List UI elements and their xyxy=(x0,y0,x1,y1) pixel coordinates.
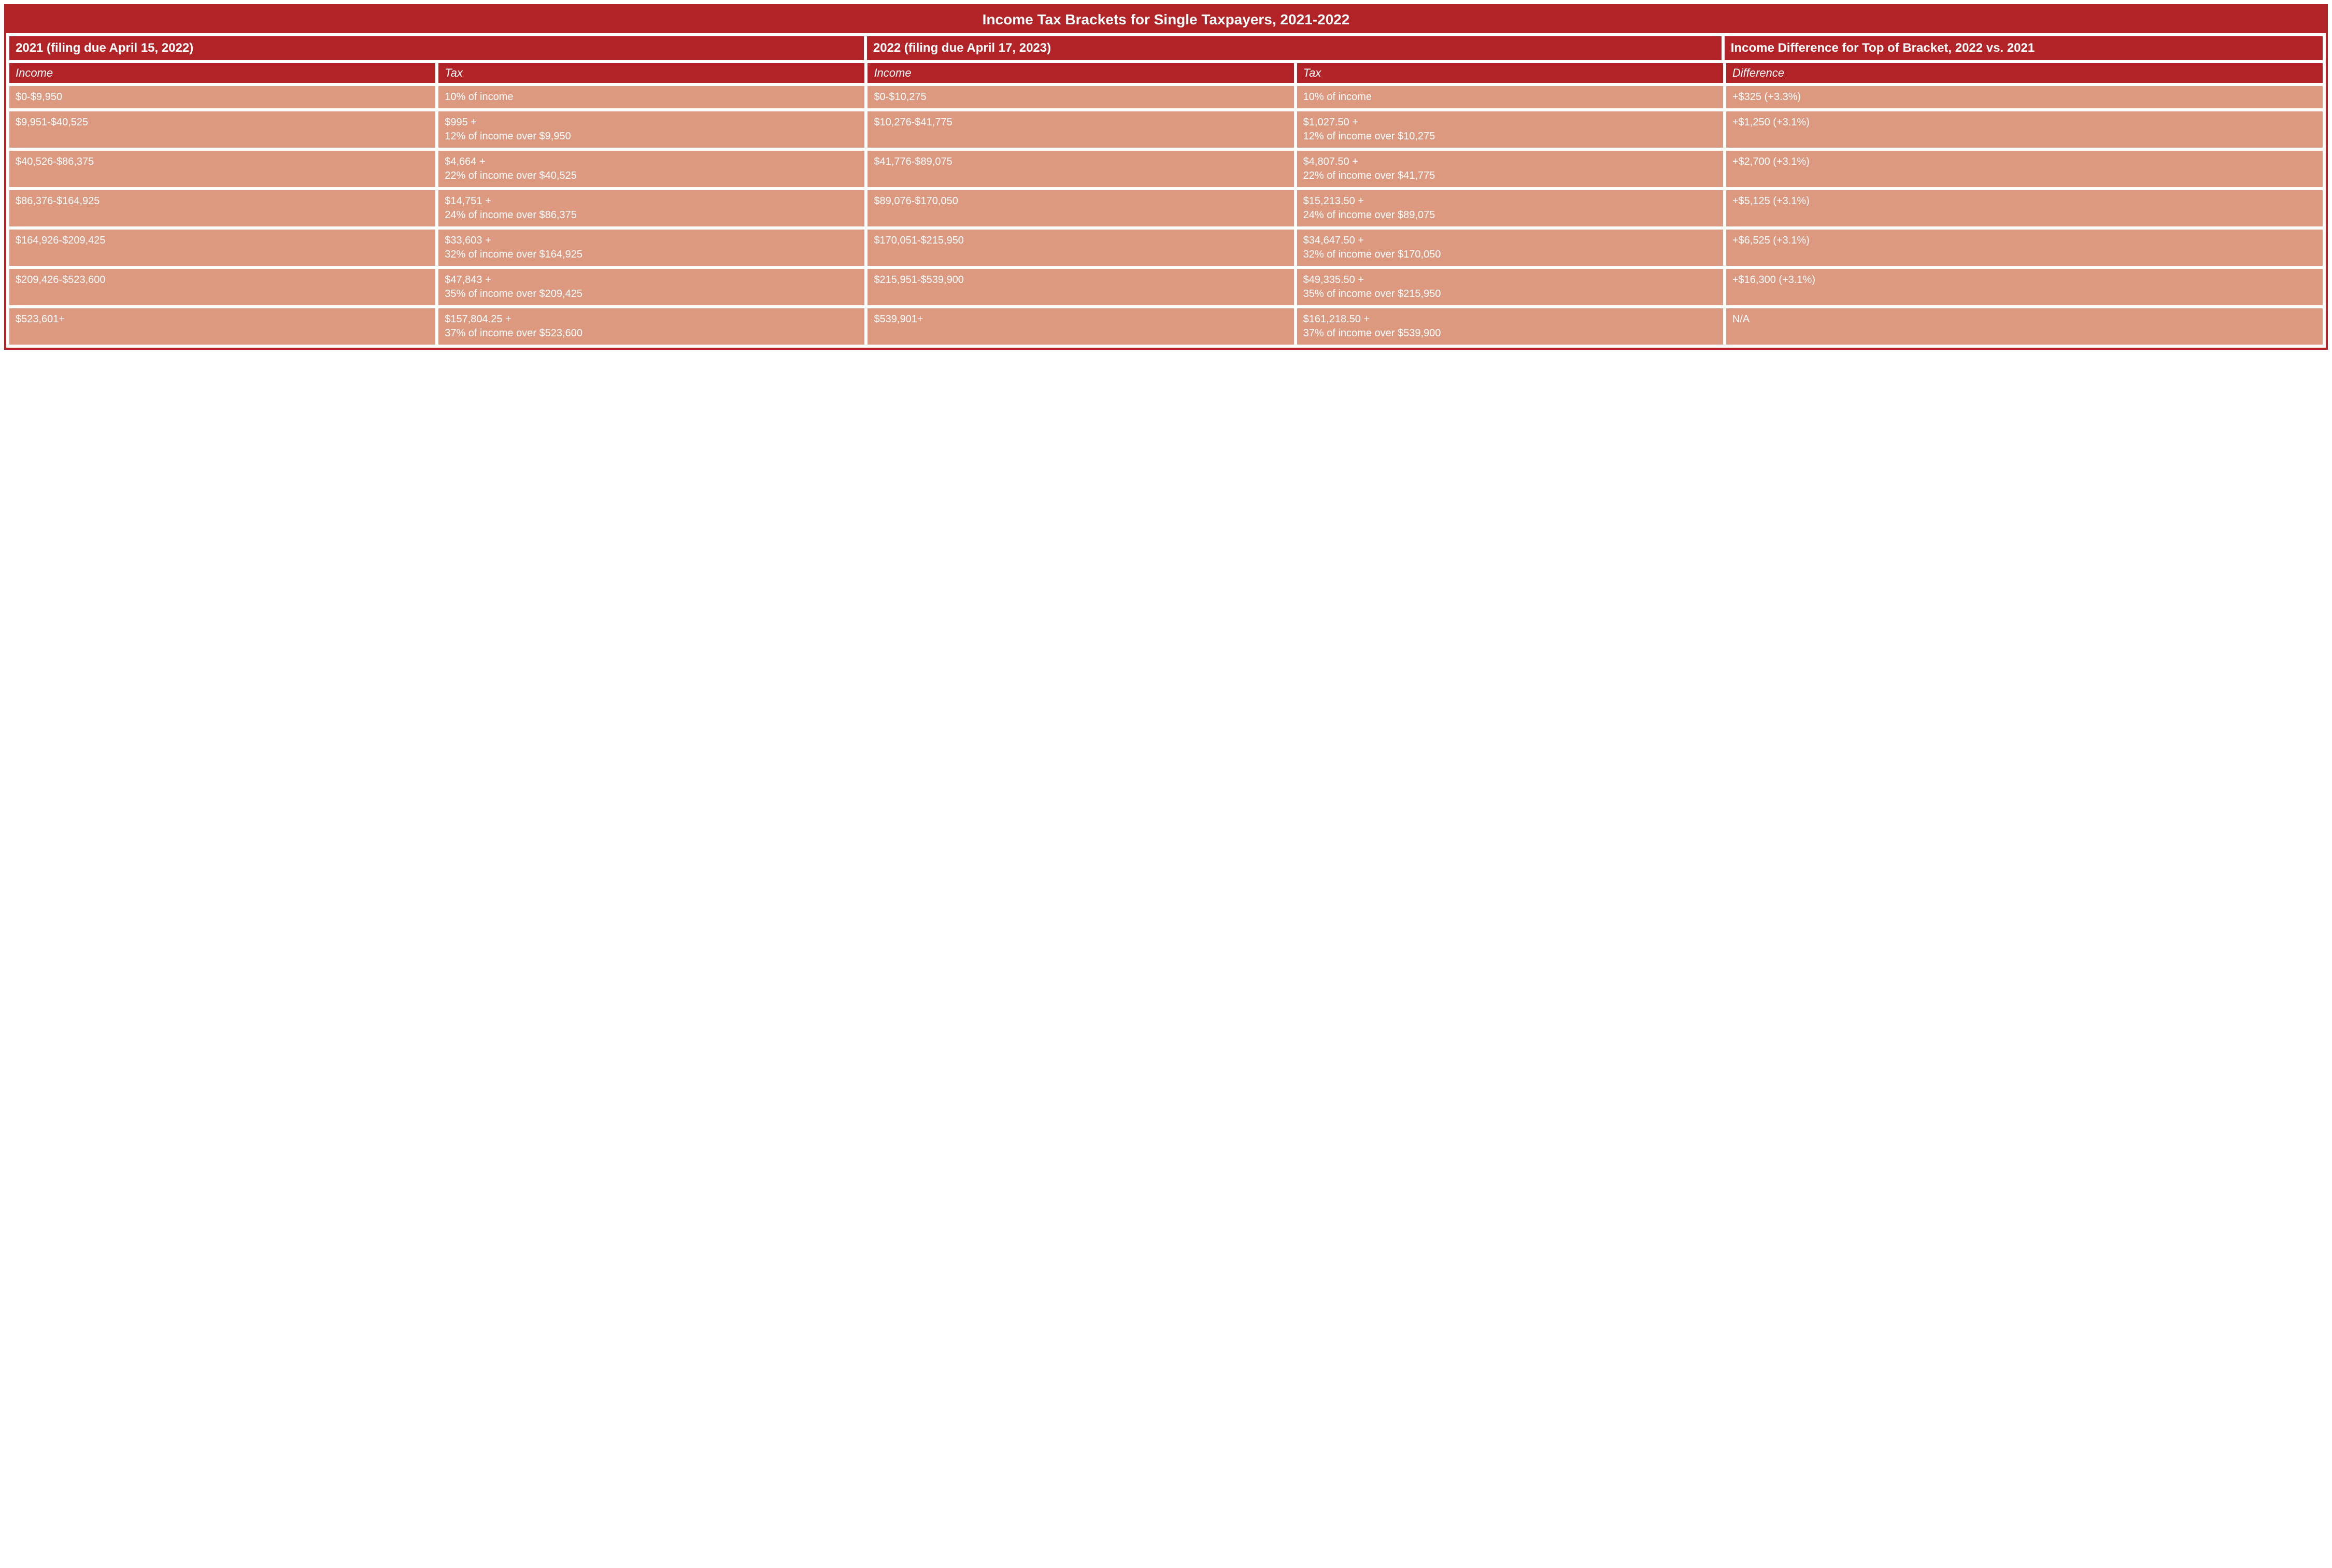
cell-income-2022: $170,051-$215,950 xyxy=(868,230,1293,266)
sub-header-row: Income Tax Income Tax Difference xyxy=(6,60,2326,83)
table-row: $209,426-$523,600$47,843 + 35% of income… xyxy=(6,266,2326,305)
cell-tax-2021: $157,804.25 + 37% of income over $523,60… xyxy=(438,308,864,345)
cell-tax-2022: $49,335.50 + 35% of income over $215,950 xyxy=(1297,269,1723,305)
table-row: $0-$9,95010% of income$0-$10,27510% of i… xyxy=(6,83,2326,108)
cell-tax-2022: 10% of income xyxy=(1297,86,1723,108)
section-header-difference: Income Difference for Top of Bracket, 20… xyxy=(1725,36,2323,60)
cell-income-2022: $89,076-$170,050 xyxy=(868,190,1293,226)
cell-income-2021: $209,426-$523,600 xyxy=(9,269,435,305)
subheader-tax-2021: Tax xyxy=(438,63,864,83)
cell-difference: +$6,525 (+3.1%) xyxy=(1726,230,2323,266)
cell-tax-2021: $47,843 + 35% of income over $209,425 xyxy=(438,269,864,305)
table-row: $86,376-$164,925$14,751 + 24% of income … xyxy=(6,187,2326,226)
cell-tax-2021: $14,751 + 24% of income over $86,375 xyxy=(438,190,864,226)
cell-income-2021: $86,376-$164,925 xyxy=(9,190,435,226)
section-header-2022: 2022 (filing due April 17, 2023) xyxy=(867,36,1722,60)
cell-difference: +$1,250 (+3.1%) xyxy=(1726,111,2323,148)
cell-income-2022: $10,276-$41,775 xyxy=(868,111,1293,148)
table-row: $523,601+$157,804.25 + 37% of income ove… xyxy=(6,305,2326,348)
cell-difference: +$325 (+3.3%) xyxy=(1726,86,2323,108)
cell-tax-2021: $995 + 12% of income over $9,950 xyxy=(438,111,864,148)
cell-income-2021: $0-$9,950 xyxy=(9,86,435,108)
cell-income-2022: $41,776-$89,075 xyxy=(868,151,1293,187)
cell-income-2021: $164,926-$209,425 xyxy=(9,230,435,266)
table-title: Income Tax Brackets for Single Taxpayers… xyxy=(6,6,2326,33)
cell-income-2022: $0-$10,275 xyxy=(868,86,1293,108)
cell-difference: +$2,700 (+3.1%) xyxy=(1726,151,2323,187)
cell-income-2022: $215,951-$539,900 xyxy=(868,269,1293,305)
cell-tax-2021: $33,603 + 32% of income over $164,925 xyxy=(438,230,864,266)
table-row: $164,926-$209,425$33,603 + 32% of income… xyxy=(6,226,2326,266)
cell-tax-2021: $4,664 + 22% of income over $40,525 xyxy=(438,151,864,187)
tax-bracket-table: Income Tax Brackets for Single Taxpayers… xyxy=(4,4,2328,350)
cell-income-2021: $40,526-$86,375 xyxy=(9,151,435,187)
subheader-difference: Difference xyxy=(1726,63,2323,83)
table-row: $40,526-$86,375$4,664 + 22% of income ov… xyxy=(6,148,2326,187)
cell-income-2021: $523,601+ xyxy=(9,308,435,345)
cell-tax-2022: $161,218.50 + 37% of income over $539,90… xyxy=(1297,308,1723,345)
cell-tax-2022: $34,647.50 + 32% of income over $170,050 xyxy=(1297,230,1723,266)
cell-tax-2021: 10% of income xyxy=(438,86,864,108)
section-header-2021: 2021 (filing due April 15, 2022) xyxy=(9,36,864,60)
subheader-income-2021: Income xyxy=(9,63,435,83)
cell-difference: +$5,125 (+3.1%) xyxy=(1726,190,2323,226)
subheader-income-2022: Income xyxy=(868,63,1293,83)
table-row: $9,951-$40,525$995 + 12% of income over … xyxy=(6,108,2326,148)
cell-tax-2022: $1,027.50 + 12% of income over $10,275 xyxy=(1297,111,1723,148)
cell-income-2022: $539,901+ xyxy=(868,308,1293,345)
cell-income-2021: $9,951-$40,525 xyxy=(9,111,435,148)
cell-tax-2022: $4,807.50 + 22% of income over $41,775 xyxy=(1297,151,1723,187)
cell-difference: N/A xyxy=(1726,308,2323,345)
cell-difference: +$16,300 (+3.1%) xyxy=(1726,269,2323,305)
cell-tax-2022: $15,213.50 + 24% of income over $89,075 xyxy=(1297,190,1723,226)
subheader-tax-2022: Tax xyxy=(1297,63,1723,83)
data-rows: $0-$9,95010% of income$0-$10,27510% of i… xyxy=(6,83,2326,348)
section-header-row: 2021 (filing due April 15, 2022) 2022 (f… xyxy=(6,33,2326,60)
